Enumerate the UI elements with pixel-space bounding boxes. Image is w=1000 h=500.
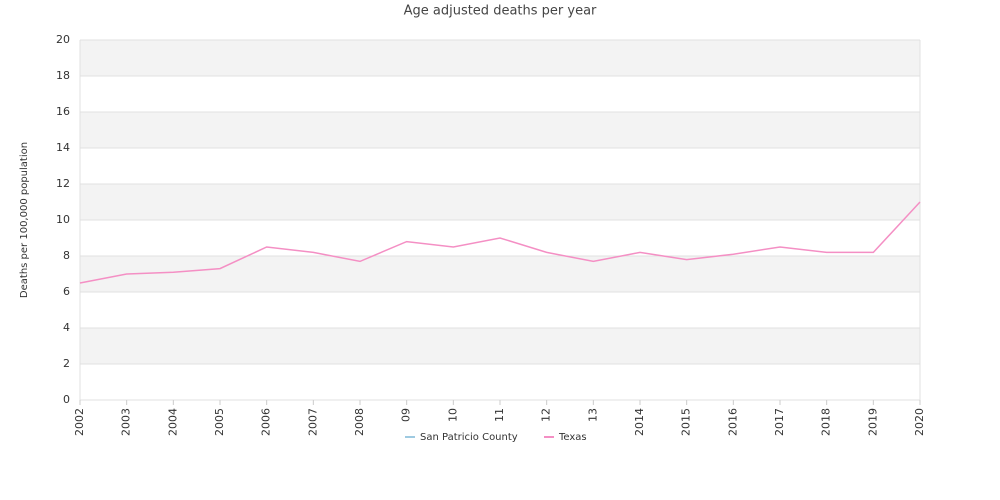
- x-tick-label: 2014: [633, 408, 646, 436]
- x-tick-label: 2004: [166, 408, 179, 436]
- y-tick-label: 0: [63, 393, 70, 406]
- x-tick-label: 10: [446, 408, 459, 422]
- chart-title: Age adjusted deaths per year: [404, 4, 597, 19]
- legend-label: Texas: [558, 432, 587, 443]
- y-tick-label: 6: [63, 285, 70, 298]
- y-tick-label: 18: [56, 69, 70, 82]
- grid-band: [80, 184, 920, 220]
- y-tick-label: 14: [56, 141, 70, 154]
- grid-band: [80, 40, 920, 76]
- x-tick-label: 2017: [773, 408, 786, 436]
- x-tick-label: 2007: [306, 408, 319, 436]
- x-tick-label: 2018: [820, 408, 833, 436]
- x-tick-label: 2002: [73, 408, 86, 436]
- y-tick-label: 16: [56, 105, 70, 118]
- legend-label: San Patricio County: [420, 432, 518, 443]
- x-tick-label: 09: [400, 408, 413, 422]
- x-tick-label: 2003: [120, 408, 133, 436]
- y-tick-label: 12: [56, 177, 70, 190]
- x-tick-label: 2015: [680, 408, 693, 436]
- x-tick-label: 12: [540, 408, 553, 422]
- x-tick-label: 2020: [913, 408, 926, 436]
- y-axis-label: Deaths per 100,000 population: [19, 142, 30, 298]
- series-line: [79, 201, 921, 284]
- y-tick-label: 4: [63, 321, 70, 334]
- grid-band: [80, 256, 920, 292]
- y-tick-label: 20: [56, 33, 70, 46]
- y-tick-label: 2: [63, 357, 70, 370]
- x-tick-label: 11: [493, 408, 506, 422]
- x-tick-label: 2005: [213, 408, 226, 436]
- x-tick-label: 2008: [353, 408, 366, 436]
- grid-band: [80, 328, 920, 364]
- grid-band: [80, 112, 920, 148]
- x-tick-label: 2019: [866, 408, 879, 436]
- y-tick-label: 10: [56, 213, 70, 226]
- x-tick-label: 2006: [260, 408, 273, 436]
- y-tick-label: 8: [63, 249, 70, 262]
- x-tick-label: 2016: [726, 408, 739, 436]
- x-tick-label: 13: [586, 408, 599, 422]
